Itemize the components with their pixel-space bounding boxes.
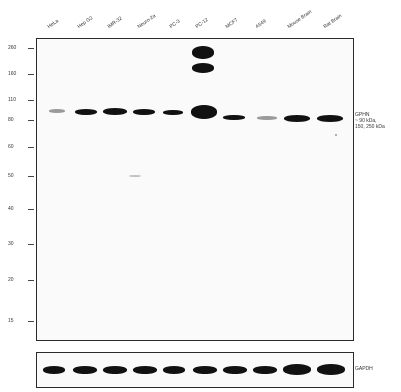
band (317, 364, 345, 375)
lane-label: PC-3 (168, 18, 182, 30)
target-name: GPHN (355, 112, 370, 118)
band (192, 46, 214, 59)
loading-label: GAPDH (355, 366, 373, 372)
marker-label: 20 (8, 277, 14, 283)
band (257, 116, 277, 120)
band (43, 366, 65, 374)
band (133, 366, 157, 374)
band (133, 109, 155, 115)
marker-label: 60 (8, 144, 14, 150)
marker-tick (28, 244, 34, 245)
lane-label: IMR-32 (106, 15, 124, 30)
lane-label: Neuro-2a (136, 13, 158, 30)
band (193, 366, 217, 374)
marker-tick (28, 100, 34, 101)
band (223, 115, 245, 120)
band (191, 105, 217, 119)
marker-label: 160 (8, 71, 17, 77)
target-label: GPHN ~ 90 kDa, 150, 250 kDa (355, 112, 385, 130)
lane-label: Mouse Brain (286, 8, 314, 30)
marker-label: 50 (8, 173, 14, 179)
band (253, 366, 277, 374)
main-blot (36, 38, 354, 341)
marker-tick (28, 120, 34, 121)
marker-label: 80 (8, 117, 14, 123)
lane-label: Hep G2 (76, 15, 95, 30)
marker-tick (28, 147, 34, 148)
marker-label: 15 (8, 318, 14, 324)
lane-label: Rat Brain (322, 13, 344, 30)
band (129, 175, 141, 177)
marker-tick (28, 48, 34, 49)
band (163, 110, 183, 115)
lane-label: HeLa (46, 18, 60, 30)
band (317, 115, 343, 122)
band (284, 115, 310, 122)
band (192, 63, 214, 73)
band (283, 364, 311, 375)
band (163, 366, 185, 374)
marker-tick (28, 321, 34, 322)
marker-label: 30 (8, 241, 14, 247)
lane-label: PC-12 (194, 16, 210, 30)
target-size: 150, 250 kDa (355, 124, 385, 130)
lane-label: A549 (254, 18, 268, 30)
loading-control-blot (36, 352, 354, 388)
band (223, 366, 247, 374)
marker-tick (28, 176, 34, 177)
band (103, 366, 127, 374)
band (73, 366, 97, 374)
marker-label: 260 (8, 45, 17, 51)
band (335, 134, 337, 136)
band (103, 108, 127, 115)
marker-tick (28, 74, 34, 75)
lane-label: MCF7 (224, 17, 240, 30)
target-size: ~ 90 kDa, (355, 118, 377, 124)
marker-tick (28, 209, 34, 210)
marker-tick (28, 280, 34, 281)
band (49, 109, 65, 113)
band (75, 109, 97, 115)
marker-label: 110 (8, 97, 16, 103)
marker-label: 40 (8, 206, 14, 212)
